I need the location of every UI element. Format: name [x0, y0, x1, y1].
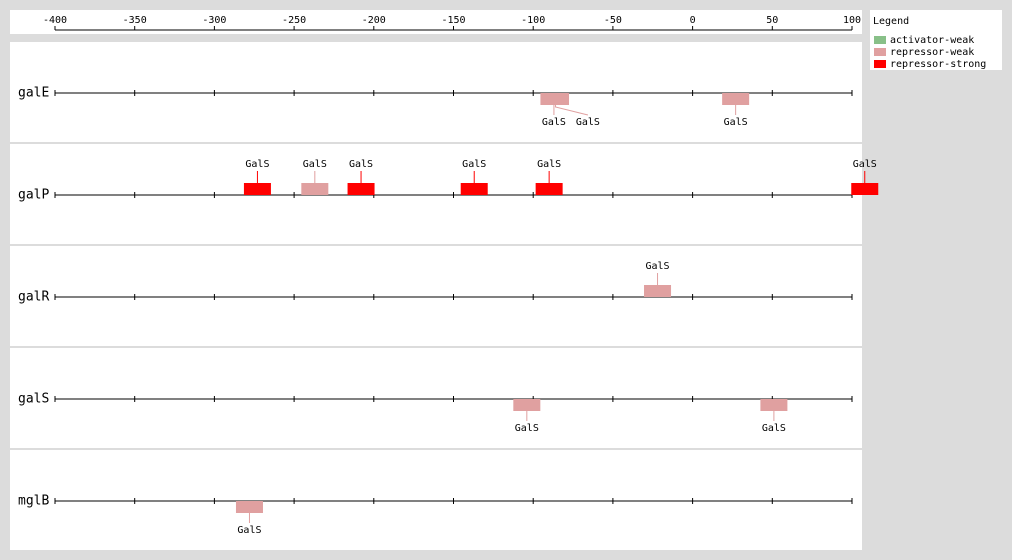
site-label: GalS	[853, 159, 877, 170]
site-label: GalS	[724, 117, 748, 128]
gene-name: galE	[18, 86, 49, 101]
x-tick-label: -300	[202, 15, 226, 26]
site-label: GalS	[303, 159, 327, 170]
legend-title: Legend	[873, 16, 909, 27]
site	[760, 399, 788, 411]
x-tick-label: -350	[123, 15, 147, 26]
x-tick-label: 0	[690, 15, 696, 26]
site-label: GalS	[762, 423, 786, 434]
site-leader	[555, 105, 589, 116]
site	[235, 501, 263, 513]
site	[722, 93, 750, 105]
site	[243, 183, 271, 195]
site-label: GalS	[576, 117, 600, 128]
gene-name: mglB	[18, 494, 49, 509]
site	[535, 183, 563, 195]
legend	[870, 10, 1002, 70]
legend-label: activator-weak	[890, 35, 974, 46]
gene-panel	[10, 144, 862, 244]
x-tick-label: -200	[362, 15, 386, 26]
x-tick-label: -250	[282, 15, 306, 26]
legend-swatch	[874, 36, 886, 44]
site-label: GalS	[645, 261, 669, 272]
x-tick-label: -150	[441, 15, 465, 26]
gene-panel	[10, 348, 862, 448]
site	[542, 93, 570, 105]
site	[851, 183, 879, 195]
gene-name: galP	[18, 188, 49, 203]
site-label: GalS	[349, 159, 373, 170]
site	[347, 183, 375, 195]
x-tick-label: -50	[604, 15, 622, 26]
site	[301, 183, 329, 195]
gene-name: galR	[18, 290, 49, 305]
site-label: GalS	[537, 159, 561, 170]
site	[644, 285, 672, 297]
site	[513, 399, 541, 411]
gene-panel	[10, 450, 862, 550]
gene-name: galS	[18, 392, 49, 407]
site-label: GalS	[462, 159, 486, 170]
site-label: GalS	[515, 423, 539, 434]
legend-label: repressor-strong	[890, 59, 986, 70]
legend-swatch	[874, 48, 886, 56]
gene-panel	[10, 42, 862, 142]
legend-label: repressor-weak	[890, 47, 974, 58]
x-tick-label: 50	[766, 15, 778, 26]
site-label: GalS	[245, 159, 269, 170]
x-tick-label: 100	[843, 15, 861, 26]
x-tick-label: -400	[43, 15, 67, 26]
x-tick-label: -100	[521, 15, 545, 26]
site	[460, 183, 488, 195]
legend-swatch	[874, 60, 886, 68]
site-label: GalS	[237, 525, 261, 536]
site-label: GalS	[542, 117, 566, 128]
gene-panel	[10, 246, 862, 346]
